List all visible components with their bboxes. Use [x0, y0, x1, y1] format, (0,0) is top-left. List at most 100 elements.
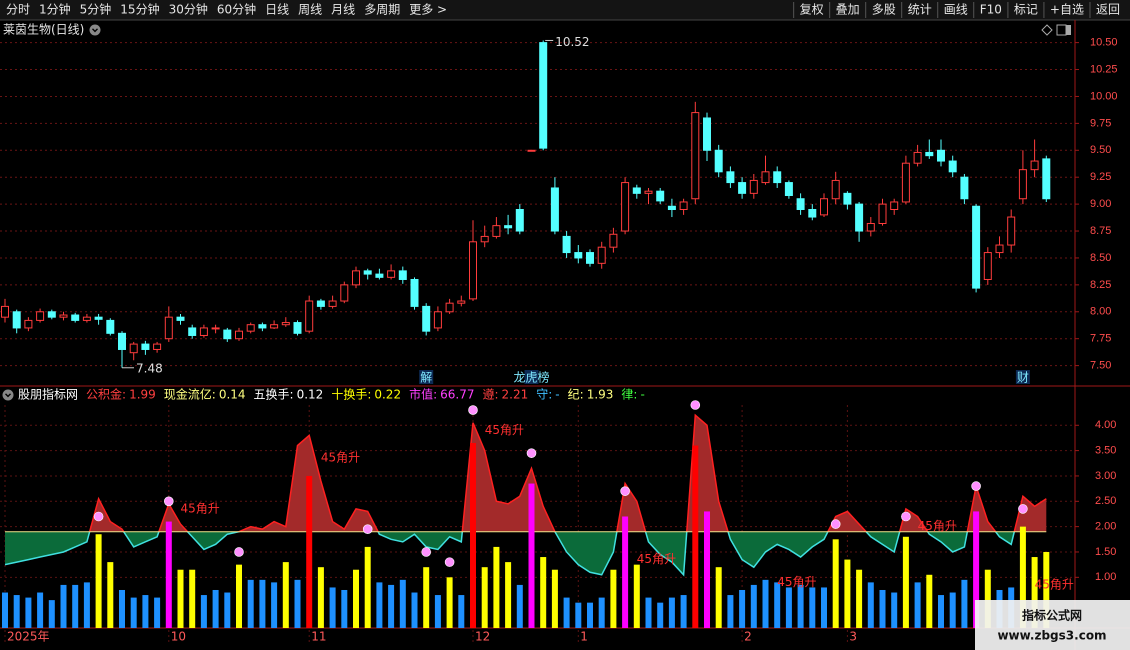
legend-value: 2.21	[502, 388, 529, 402]
candle-body	[714, 149, 723, 173]
legend-label: 守:	[536, 388, 552, 402]
toolbar-button[interactable]: +自选	[1050, 3, 1084, 17]
x-tick-label: 12	[475, 630, 490, 644]
candle-body	[738, 182, 747, 194]
bar	[984, 569, 991, 628]
candle-body	[504, 225, 513, 229]
annotation: 45角升	[637, 552, 676, 566]
y-tick-label: 7.50	[1090, 360, 1111, 372]
candle-body	[539, 42, 548, 149]
legend-label: 十换手:	[331, 388, 371, 402]
y-tick-label: 8.75	[1090, 225, 1111, 237]
toolbar-tab[interactable]: 周线	[298, 3, 322, 17]
fall-line	[4, 531, 1016, 577]
y-tick-label: 9.75	[1090, 117, 1111, 129]
toolbar-tab[interactable]: 60分钟	[217, 2, 256, 17]
candle-body	[316, 300, 325, 307]
candle-body	[586, 252, 594, 264]
y-tick-label: 4.00	[1095, 419, 1116, 431]
candle-body	[492, 225, 501, 237]
bar	[785, 587, 792, 628]
toolbar-tab[interactable]: 5分钟	[80, 2, 112, 17]
event-marker[interactable]: 财	[1017, 371, 1029, 385]
indicator-title: 股朋指标网	[18, 387, 78, 402]
bar	[528, 483, 535, 628]
y-tick-label: 2.00	[1095, 521, 1116, 533]
annotation: 45角升	[485, 423, 524, 437]
high-label: 10.52	[555, 35, 589, 49]
y-tick-label: 8.00	[1090, 306, 1111, 318]
signal-dot	[93, 511, 104, 522]
legend-value: -	[555, 388, 559, 402]
toolbar-button[interactable]: 统计	[908, 3, 932, 17]
toolbar-tab[interactable]: 多周期	[364, 3, 400, 17]
legend-label: 遵:	[482, 387, 498, 402]
x-tick-label: 3	[849, 630, 857, 644]
candle-body	[153, 343, 162, 350]
diamond-icon[interactable]	[1041, 24, 1053, 36]
candle-body	[656, 190, 665, 202]
bar	[142, 595, 149, 628]
candle-body	[293, 322, 302, 334]
candle-body	[410, 278, 419, 307]
toolbar-tab[interactable]: 15分钟	[120, 2, 159, 17]
toolbar-tab[interactable]: 分时	[6, 3, 30, 17]
side-icon[interactable]	[1066, 25, 1071, 35]
signal-dot	[901, 511, 911, 522]
candle-body	[1018, 169, 1027, 200]
signal-dot	[690, 400, 701, 410]
toolbar-tab[interactable]: 30分钟	[169, 2, 208, 17]
signal-dot	[830, 519, 841, 529]
x-tick-label: 2025年	[7, 630, 50, 644]
toolbar-tab[interactable]: 月线	[331, 3, 355, 17]
bar	[423, 567, 430, 628]
candle-body	[843, 192, 852, 205]
candle-body	[82, 316, 91, 321]
bar	[610, 569, 617, 628]
candle-body	[901, 162, 910, 203]
bar	[72, 584, 79, 628]
annotation: 45角升	[181, 501, 220, 515]
toolbar-button[interactable]: F10	[980, 3, 1002, 17]
x-tick-label: 1	[580, 630, 588, 644]
toolbar-tab[interactable]: 日线	[265, 3, 289, 17]
bar	[25, 597, 32, 628]
annotation: 45角升	[1035, 577, 1074, 591]
title-menu-icon[interactable]	[89, 24, 101, 36]
bar	[844, 559, 851, 628]
bar	[119, 589, 125, 628]
candle-body	[47, 311, 56, 318]
candle-body	[188, 327, 197, 336]
candle-body	[808, 208, 817, 218]
bar	[458, 595, 465, 628]
toolbar-button[interactable]: 复权	[800, 3, 824, 17]
y-tick-label: 9.25	[1090, 171, 1111, 183]
legend-value: 0.12	[297, 388, 324, 402]
event-marker[interactable]: 解	[420, 371, 432, 385]
toolbar-tab[interactable]: 更多 >	[409, 3, 447, 17]
candle-body	[199, 327, 208, 336]
bar	[282, 562, 289, 628]
candle-body	[12, 311, 21, 329]
x-tick-label: 10	[171, 630, 186, 644]
candle-body	[773, 171, 782, 184]
candle-body	[352, 270, 360, 286]
bar	[259, 579, 266, 628]
toolbar-button[interactable]: 标记	[1014, 3, 1038, 17]
bar	[762, 579, 769, 628]
toolbar-tab[interactable]: 1分钟	[39, 2, 71, 17]
signal-dot	[468, 405, 478, 415]
fall-area	[5, 531, 1047, 575]
bar	[189, 569, 196, 628]
toolbar-button[interactable]: 多股	[872, 3, 896, 17]
event-marker-box	[524, 370, 539, 384]
toolbar-button[interactable]: 画线	[944, 3, 968, 17]
candle-body	[1007, 216, 1016, 246]
bar	[938, 595, 944, 628]
toolbar-button[interactable]: 返回	[1096, 3, 1120, 17]
bar	[481, 567, 488, 628]
candle-body	[59, 314, 68, 318]
event-marker[interactable]: 龙虎榜	[513, 370, 549, 385]
toolbar-button[interactable]: 叠加	[836, 3, 860, 17]
indicator-menu-icon[interactable]	[2, 389, 14, 401]
